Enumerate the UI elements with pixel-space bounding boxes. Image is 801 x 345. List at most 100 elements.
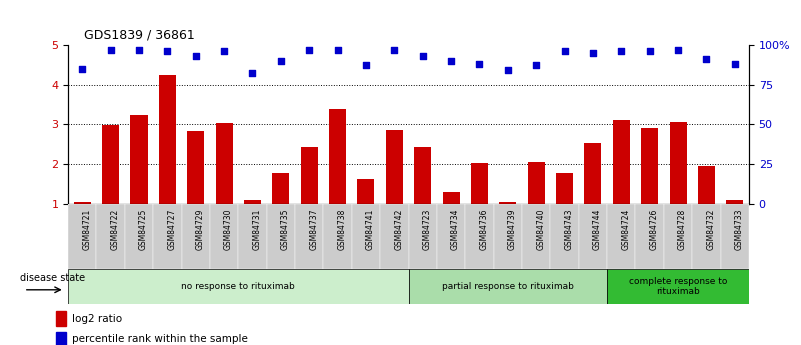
Point	[76, 66, 89, 71]
Bar	[56, 332, 66, 345]
Bar	[414, 147, 431, 204]
Bar	[267, 204, 295, 269]
Point	[189, 53, 202, 59]
Point	[615, 48, 628, 54]
Bar	[493, 204, 522, 269]
Bar	[442, 193, 460, 204]
Bar	[499, 201, 517, 204]
Bar	[578, 204, 607, 269]
Bar	[522, 204, 550, 269]
Text: GSM84741: GSM84741	[366, 209, 375, 250]
Text: GSM84728: GSM84728	[678, 209, 687, 250]
Text: GSM84723: GSM84723	[423, 209, 432, 250]
Bar	[585, 143, 602, 204]
Point	[501, 68, 514, 73]
Bar	[244, 200, 261, 204]
Point	[246, 71, 259, 76]
Text: GSM84732: GSM84732	[706, 209, 715, 250]
Text: GSM84734: GSM84734	[451, 209, 460, 250]
Point	[529, 63, 542, 68]
Bar	[698, 166, 714, 204]
Bar	[215, 124, 232, 204]
Text: GSM84744: GSM84744	[593, 209, 602, 250]
Text: GSM84733: GSM84733	[735, 209, 744, 250]
Point	[360, 63, 372, 68]
Bar	[721, 204, 749, 269]
Bar	[607, 269, 749, 304]
Bar	[664, 204, 692, 269]
Text: GSM84726: GSM84726	[650, 209, 658, 250]
Text: percentile rank within the sample: percentile rank within the sample	[72, 334, 248, 344]
Bar	[550, 204, 578, 269]
Text: complete response to
rituximab: complete response to rituximab	[629, 277, 727, 296]
Bar	[357, 179, 374, 204]
Text: log2 ratio: log2 ratio	[72, 314, 123, 324]
Bar	[670, 122, 686, 204]
Bar	[74, 201, 91, 204]
Bar	[727, 200, 743, 204]
Bar	[300, 147, 318, 204]
Point	[643, 48, 656, 54]
Text: GSM84730: GSM84730	[224, 209, 233, 250]
Point	[558, 48, 571, 54]
Text: no response to rituximab: no response to rituximab	[181, 282, 296, 291]
Bar	[68, 269, 409, 304]
Bar	[465, 204, 493, 269]
Bar	[131, 116, 147, 204]
Bar	[68, 204, 96, 269]
Bar	[324, 204, 352, 269]
Bar	[641, 128, 658, 204]
Point	[218, 48, 231, 54]
Bar	[103, 125, 119, 204]
Point	[388, 47, 400, 52]
Point	[417, 53, 429, 59]
Text: GSM84721: GSM84721	[83, 209, 91, 250]
Point	[700, 56, 713, 62]
Bar	[295, 204, 324, 269]
Text: GDS1839 / 36861: GDS1839 / 36861	[84, 28, 195, 41]
Bar	[607, 204, 635, 269]
Bar	[556, 172, 573, 204]
Text: GSM84737: GSM84737	[309, 209, 318, 250]
Bar	[528, 162, 545, 204]
Bar	[352, 204, 380, 269]
Bar	[409, 204, 437, 269]
Text: GSM84725: GSM84725	[139, 209, 148, 250]
Bar	[635, 204, 664, 269]
Point	[161, 48, 174, 54]
Text: GSM84739: GSM84739	[508, 209, 517, 250]
Bar	[380, 204, 409, 269]
Bar	[182, 204, 210, 269]
Text: partial response to rituximab: partial response to rituximab	[442, 282, 574, 291]
Bar	[56, 311, 66, 326]
Text: GSM84742: GSM84742	[394, 209, 404, 250]
Bar	[96, 204, 125, 269]
Point	[586, 50, 599, 56]
Point	[331, 47, 344, 52]
Bar	[125, 204, 153, 269]
Bar	[471, 163, 488, 204]
Bar	[329, 109, 346, 204]
Bar	[210, 204, 239, 269]
Point	[728, 61, 741, 67]
Text: GSM84735: GSM84735	[281, 209, 290, 250]
Point	[133, 47, 146, 52]
Text: GSM84722: GSM84722	[111, 209, 119, 250]
Bar	[272, 172, 289, 204]
Bar	[153, 204, 182, 269]
Text: GSM84727: GSM84727	[167, 209, 176, 250]
Bar	[613, 120, 630, 204]
Point	[275, 58, 288, 63]
Bar	[386, 130, 403, 204]
Text: GSM84729: GSM84729	[195, 209, 205, 250]
Bar	[187, 131, 204, 204]
Bar	[159, 75, 176, 204]
Text: GSM84731: GSM84731	[252, 209, 261, 250]
Text: disease state: disease state	[21, 273, 86, 283]
Text: GSM84738: GSM84738	[337, 209, 347, 250]
Point	[473, 61, 486, 67]
Text: GSM84743: GSM84743	[565, 209, 574, 250]
Point	[445, 58, 457, 63]
Text: GSM84736: GSM84736	[480, 209, 489, 250]
Point	[104, 47, 117, 52]
